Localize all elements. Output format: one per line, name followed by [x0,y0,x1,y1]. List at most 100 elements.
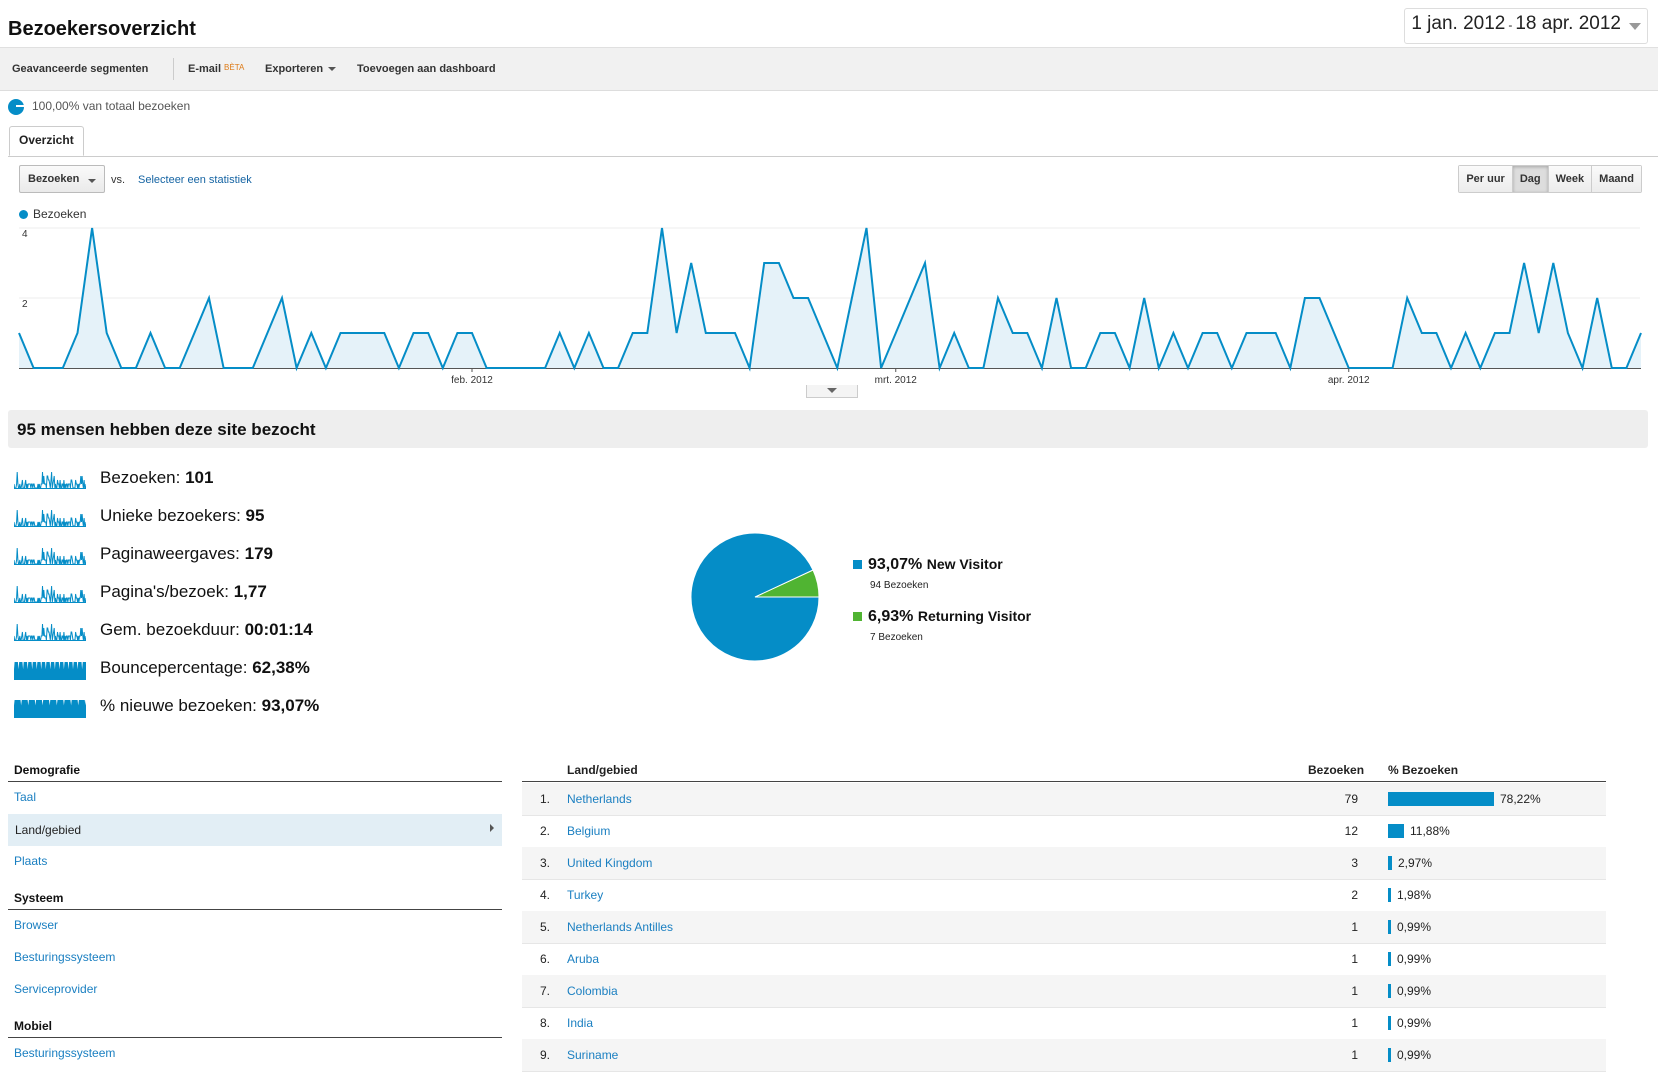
col-header-visits[interactable]: Bezoeken [1308,763,1365,777]
period-month-button[interactable]: Maand [1591,166,1641,192]
advanced-segments-button[interactable]: Geavanceerde segmenten [12,63,149,75]
country-link[interactable]: Aruba [567,952,600,966]
sidebar-item-link[interactable]: Besturingssysteem [14,1046,116,1060]
col-header-country[interactable]: Land/gebied [567,763,638,777]
summary-metric-text: Pagina's/bezoek: 1,77 [100,582,267,602]
chevron-down-icon [1629,23,1641,30]
country-link[interactable]: United Kingdom [567,856,653,870]
sparkline-icon [14,509,86,527]
sparkline-line [14,623,86,641]
row-index: 7. [540,984,551,998]
pct-bar [1388,856,1392,870]
row-pct: 1,98% [1397,888,1432,902]
add-to-dashboard-button[interactable]: Toevoegen aan dashboard [357,63,496,75]
country-link[interactable]: Turkey [567,888,604,902]
row-pct: 0,99% [1397,1016,1432,1030]
country-link[interactable]: India [567,1016,594,1030]
summary-metric-value: 62,38% [252,658,310,677]
sidebar-section-rule [8,781,502,782]
x-tick-label: apr. 2012 [1328,375,1370,386]
email-button[interactable]: E-mail BÈTA [188,63,244,75]
row-visits: 1 [1351,1016,1358,1030]
pct-bar [1388,920,1391,934]
sidebar-item-link[interactable]: Serviceprovider [14,982,98,996]
y-tick-label: 2 [22,299,28,310]
sidebar-section-rule [8,909,502,910]
sparkline-fill [14,700,86,718]
tab-overview[interactable]: Overzicht [9,126,84,156]
country-link[interactable]: Suriname [567,1048,619,1062]
page-title: Bezoekersoverzicht [8,18,196,40]
summary-metric-text: Unieke bezoekers: 95 [100,506,264,526]
row-visits: 12 [1344,824,1358,838]
country-link[interactable]: Colombia [567,984,618,998]
pie-legend-sub: 94 Bezoeken [870,580,929,591]
tab-bar-line [8,156,1658,157]
period-hour-button[interactable]: Per uur [1459,166,1512,192]
row-pct: 0,99% [1397,984,1432,998]
export-label: Exporteren [265,63,324,75]
pie-slice[interactable] [690,532,820,662]
date-end: 18 apr. 2012 [1515,13,1621,34]
country-link[interactable]: Netherlands [567,792,632,806]
sparkline-line [14,471,86,489]
row-pct: 0,99% [1397,1048,1432,1062]
date-start: 1 jan. 2012 [1411,13,1506,34]
legend-label: Bezoeken [33,207,87,221]
pct-bar [1388,952,1391,966]
sidebar-item-label: Land/gebied [15,823,82,837]
pie-legend-item[interactable]: 93,07% New Visitor [853,556,1003,574]
pie-legend-label: Returning Visitor [917,608,1032,624]
period-week-button[interactable]: Week [1547,166,1592,192]
sparkline-icon [14,700,86,718]
select-metric-link[interactable]: Selecteer een statistiek [138,174,252,186]
visitor-type-pie[interactable] [690,532,820,662]
summary-metric-text: Bouncepercentage: 62,38% [100,658,310,678]
row-index: 3. [540,856,551,870]
row-visits: 1 [1351,952,1358,966]
table-row: 9. Suriname 1 0,99% [522,1039,1606,1072]
sidebar-section-rule [8,1037,502,1038]
chart-legend: Bezoeken [19,207,86,221]
series-line [18,227,1642,372]
period-day-button[interactable]: Dag [1511,166,1548,192]
row-index: 9. [540,1048,551,1062]
table-row: 5. Netherlands Antilles 1 0,99% [522,911,1606,944]
visits-line-chart[interactable]: 2 4 feb. 2012 mrt. 2012 apr. 2012 [0,218,1658,388]
segment-indicator[interactable]: 100,00% van totaal bezoeken [8,99,190,115]
metric-select[interactable]: Bezoeken [19,165,105,193]
collapse-chart-handle[interactable] [806,385,858,398]
country-link[interactable]: Netherlands Antilles [567,920,674,934]
row-visits: 1 [1351,1048,1358,1062]
sparkline-line [14,547,86,565]
row-index: 5. [540,920,551,934]
row-index: 6. [540,952,551,966]
sidebar-item-country[interactable]: Land/gebied [8,814,502,846]
country-link[interactable]: Belgium [567,824,611,838]
toolbar-divider [173,58,174,80]
summary-metric-value: 1,77 [233,582,267,601]
sparkline-icon [14,585,86,603]
summary-metric-label: % nieuwe bezoeken: [100,696,257,715]
metric-select-value: Bezoeken [28,173,80,185]
sidebar-item-link[interactable]: Browser [14,918,59,932]
row-visits: 3 [1351,856,1358,870]
chevron-right-icon [490,824,494,832]
sparkline-icon [14,623,86,641]
col-header-pct-visits[interactable]: % Bezoeken [1388,763,1459,777]
beta-badge: BÈTA [224,63,245,72]
table-row: 8. India 1 0,99% [522,1007,1606,1040]
summary-metric-value: 95 [245,506,265,525]
summary-metric-label: Unieke bezoekers: [100,506,241,525]
x-tick-label: feb. 2012 [451,375,493,386]
sidebar-item-link[interactable]: Plaats [14,854,48,868]
summary-heading: 95 mensen hebben deze site bezocht [17,420,316,439]
segment-label: 100,00% van totaal bezoeken [32,99,191,114]
pie-legend-item[interactable]: 6,93% Returning Visitor [853,608,1031,626]
sparkline-line [14,509,86,527]
sidebar-item-link[interactable]: Taal [14,790,37,804]
sidebar-item-link[interactable]: Besturingssysteem [14,950,116,964]
export-menu-button[interactable]: Exporteren [265,63,337,75]
summary-metric-value: 179 [244,544,273,563]
date-range-picker[interactable]: 1 jan. 2012-18 apr. 2012 [1404,8,1648,44]
